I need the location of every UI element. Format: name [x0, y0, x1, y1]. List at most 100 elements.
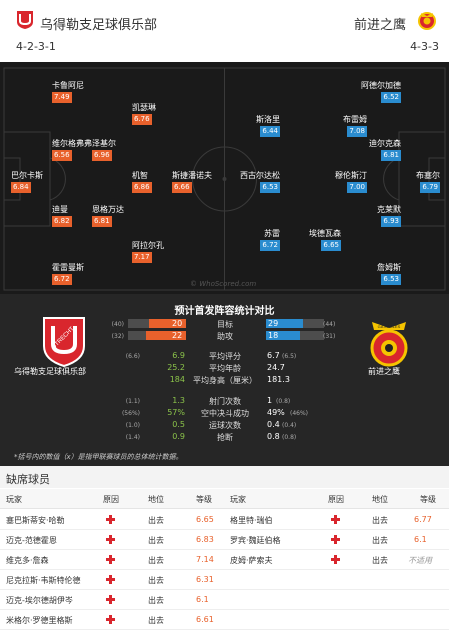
player-name: 泽基尔 [92, 139, 116, 148]
goals-label: 目标 [217, 320, 233, 329]
away-formation: 4-3-3 [410, 40, 439, 53]
away-player-9[interactable]: 苏雷 6.72 [220, 228, 280, 258]
home-player-6[interactable]: 机智 6.86 [132, 170, 192, 200]
stat-home-value: 1.3 [172, 396, 185, 405]
home-player-7[interactable]: 斯捷潘诺夫 6.66 [172, 170, 232, 200]
player-name: 阿德尔加德 [361, 81, 401, 90]
away-team-logo-icon[interactable] [417, 10, 437, 30]
home-player-11[interactable]: 霍雷曼斯 6.72 [52, 262, 112, 292]
absent-rating: 7.14 [196, 555, 214, 564]
absent-player-name[interactable]: 罗宾·魏廷伯格 [230, 536, 281, 545]
absent-player-name[interactable]: 尼克拉斯·韦斯特伦德 [6, 576, 81, 585]
away-player-6[interactable]: 穆伦斯汀 7.00 [307, 170, 367, 200]
absent-rating: 不适用 [408, 556, 432, 565]
goals-home-sub: (40) [111, 321, 124, 328]
stat-away-sub: (0.8) [282, 434, 297, 441]
absent-player-name[interactable]: 迈克-埃尔德胡伊岑 [6, 596, 73, 605]
stat-away-value: 0.4 [267, 420, 280, 429]
player-name: 斯捷潘诺夫 [172, 171, 212, 180]
home-player-5[interactable]: 巴尔卡斯 6.84 [11, 170, 71, 200]
watermark: © WhoScored.com [190, 280, 257, 288]
player-name: 凯瑟琳 [132, 103, 156, 112]
away-player-8[interactable]: 克莱默 6.93 [341, 204, 401, 234]
home-player-8[interactable]: 迪曼 6.82 [52, 204, 112, 234]
goals-home-value: 20 [172, 319, 183, 328]
absent-rating: 6.31 [196, 575, 214, 584]
absent-status: 出去 [372, 516, 388, 525]
header-reason-away: 原因 [328, 495, 344, 504]
player-rating: 6.56 [52, 150, 72, 161]
away-player-2[interactable]: 斯洛里 6.44 [220, 114, 280, 144]
absent-status: 出去 [372, 556, 388, 565]
absent-rating: 6.65 [196, 515, 214, 524]
absent-players-title: 缺席球员 [0, 466, 449, 488]
absent-player-name[interactable]: 米格尔·罗德里格斯 [6, 616, 73, 625]
stat-label: 空中决斗成功 [201, 409, 249, 418]
home-team-logo-icon[interactable] [15, 10, 35, 30]
stat-home-value: 6.9 [172, 351, 185, 360]
absent-rating: 6.77 [414, 515, 432, 524]
player-name: 西古尔达松 [240, 171, 280, 180]
stat-away-sub: (0.8) [276, 398, 291, 405]
injury-cross-icon [106, 575, 115, 584]
home-player-1[interactable]: 卡鲁阿尼 7.49 [52, 80, 112, 110]
goals-away-value: 29 [268, 319, 279, 328]
away-player-5[interactable]: 西古尔达松 6.53 [220, 170, 280, 200]
home-player-9[interactable]: 恩格万达 6.81 [92, 204, 152, 234]
away-player-10[interactable]: 埃德瓦森 6.65 [281, 228, 341, 258]
home-player-2[interactable]: 凯瑟琳 6.76 [132, 102, 192, 132]
stat-away-value: 0.8 [267, 432, 280, 441]
assists-away-value: 18 [268, 331, 279, 340]
absent-player-name[interactable]: 格里特·瑞伯 [230, 516, 273, 525]
away-team-name[interactable]: 前进之鹰 [353, 18, 406, 33]
away-player-7[interactable]: 布塞尔 6.79 [380, 170, 440, 200]
player-rating: 6.66 [172, 182, 192, 193]
stat-label: 运球次数 [209, 421, 241, 430]
absent-player-name[interactable]: 塞巴斯蒂安·哈勒 [6, 516, 65, 525]
player-rating: 6.53 [260, 182, 280, 193]
player-rating: 7.08 [347, 126, 367, 137]
stat-away-value: 49% [267, 408, 285, 417]
assists-away-sub: (31) [323, 333, 336, 340]
stat-label: 平均年龄 [209, 364, 241, 373]
player-name: 恩格万达 [92, 205, 124, 214]
stat-away-value: 6.7 [267, 351, 280, 360]
absent-rating: 6.61 [196, 615, 214, 624]
table-row: 维克多·詹森 出去 7.14 皮姆·萨索夫 出去 不适用 [0, 550, 449, 570]
stat-home-sub: (1.1) [125, 398, 140, 405]
absent-table-header: 玩家 原因 地位 等级 玩家 原因 地位 等级 [0, 489, 449, 509]
absent-rating: 6.83 [196, 535, 214, 544]
absent-status: 出去 [148, 616, 164, 625]
player-name: 埃德瓦森 [309, 229, 341, 238]
away-player-11[interactable]: 詹姆斯 6.53 [341, 262, 401, 292]
assists-away-fill [266, 331, 300, 340]
away-player-4[interactable]: 迪尔克森 6.81 [341, 138, 401, 168]
player-rating: 6.52 [381, 92, 401, 103]
stat-home-sub: (1.4) [125, 434, 140, 441]
away-player-1[interactable]: 阿德尔加德 6.52 [341, 80, 401, 110]
away-player-3[interactable]: 布雷姆 7.08 [307, 114, 367, 144]
absent-status: 出去 [148, 556, 164, 565]
home-player-3[interactable]: 维尔格弗弗 6.56 [52, 138, 112, 168]
assists-home-sub: (32) [111, 333, 124, 340]
player-name: 苏雷 [264, 229, 280, 238]
player-rating: 6.81 [92, 216, 112, 227]
table-row: 米格尔·罗德里格斯 出去 6.61 [0, 610, 449, 630]
absent-status: 出去 [148, 576, 164, 585]
injury-cross-icon [106, 535, 115, 544]
absent-player-name[interactable]: 维克多·詹森 [6, 556, 49, 565]
home-player-10[interactable]: 阿拉尔孔 7.17 [132, 240, 192, 270]
pitch-lines [3, 67, 446, 291]
absent-rating: 6.1 [196, 595, 209, 604]
absent-player-name[interactable]: 皮姆·萨索夫 [230, 556, 273, 565]
player-name: 布雷姆 [343, 115, 367, 124]
home-player-4[interactable]: 泽基尔 6.96 [92, 138, 152, 168]
absent-status: 出去 [148, 596, 164, 605]
player-rating: 6.79 [420, 182, 440, 193]
absent-player-name[interactable]: 迈克-范德霍恩 [6, 536, 57, 545]
stat-home-sub: (1.0) [125, 422, 140, 429]
home-team-name[interactable]: 乌得勒支足球俱乐部 [40, 18, 158, 33]
absent-status: 出去 [372, 536, 388, 545]
table-row: 塞巴斯蒂安·哈勒 出去 6.65 格里特·瑞伯 出去 6.77 [0, 510, 449, 530]
player-rating: 6.44 [260, 126, 280, 137]
